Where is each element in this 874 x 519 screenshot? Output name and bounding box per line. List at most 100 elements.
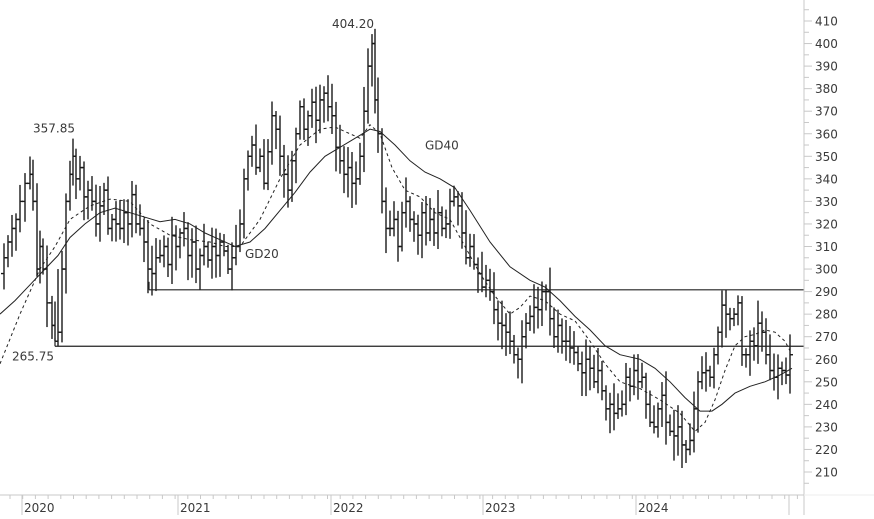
ohlc-bar xyxy=(30,159,36,211)
x-tick-label: 2021 xyxy=(180,501,211,515)
ohlc-bar xyxy=(707,365,713,387)
y-tick-label: 360 xyxy=(815,127,838,141)
y-tick-label: 350 xyxy=(815,150,838,164)
ohlc-bar xyxy=(631,354,637,396)
ohlc-bar xyxy=(93,184,99,237)
ohlc-bar xyxy=(663,371,669,445)
ohlc-bar xyxy=(73,148,79,200)
ohlc-bar xyxy=(523,313,529,349)
ohlc-bar xyxy=(333,101,339,172)
y-tick-label: 380 xyxy=(815,82,838,96)
ohlc-bar xyxy=(495,300,501,341)
ohlc-bar xyxy=(655,402,661,438)
ohlc-bar xyxy=(599,360,605,401)
ohlc-bar xyxy=(651,405,657,434)
ohlc-bar xyxy=(145,220,151,294)
ohlc-bar xyxy=(387,210,393,237)
ohlc-bar xyxy=(85,180,91,220)
ohlc-bar xyxy=(695,371,701,433)
annotation-low: 265.75 xyxy=(12,349,54,363)
ohlc-bar xyxy=(37,230,43,284)
annotation-ma-label: GD20 xyxy=(245,247,279,261)
ohlc-bar xyxy=(771,353,777,391)
ohlc-bar xyxy=(34,183,40,277)
ohlc-bar xyxy=(639,362,645,389)
ohlc-bar xyxy=(731,307,737,327)
ohlc-bar xyxy=(205,241,211,268)
y-tick-label: 220 xyxy=(815,443,838,457)
ohlc-bar xyxy=(467,233,473,267)
y-tick-label: 260 xyxy=(815,353,838,367)
ohlc-bar xyxy=(579,351,585,397)
ohlc-bar xyxy=(129,180,135,238)
x-tick-label: 2023 xyxy=(485,501,516,515)
ohlc-bar xyxy=(615,393,621,419)
ohlc-bar xyxy=(313,86,319,144)
ohlc-bar xyxy=(531,284,537,334)
ohlc-bar xyxy=(169,216,175,285)
ohlc-bar xyxy=(711,347,717,389)
ohlc-bar xyxy=(173,225,179,271)
ohlc-bar xyxy=(379,128,385,214)
ohlc-bar xyxy=(747,330,753,376)
ohlc-bar xyxy=(197,248,203,290)
ohlc-bar xyxy=(547,267,553,336)
ohlc-bar xyxy=(719,290,725,348)
ohlc-bar xyxy=(559,318,565,354)
ohlc-bar xyxy=(503,313,509,356)
ohlc-bar xyxy=(755,300,761,364)
y-tick-label: 400 xyxy=(815,37,838,51)
ohlc-bar xyxy=(141,218,147,263)
ohlc-bar xyxy=(683,440,689,463)
ohlc-bar xyxy=(309,88,315,128)
ohlc-bar xyxy=(487,268,493,301)
ohlc-bar xyxy=(375,77,381,153)
ohlc-bar xyxy=(383,187,389,254)
ohlc-bar xyxy=(435,190,441,250)
ohlc-bar xyxy=(357,142,363,185)
ohlc-bar xyxy=(751,327,757,361)
ohlc-bar xyxy=(189,228,195,278)
ohlc-bar xyxy=(519,320,525,384)
ohlc-bar xyxy=(273,111,279,150)
ohlc-bar xyxy=(439,206,445,237)
ohlc-bar xyxy=(329,83,335,134)
ohlc-bar xyxy=(121,199,127,244)
ohlc-bar xyxy=(659,382,665,427)
ohlc-bar xyxy=(539,281,545,327)
y-tick-label: 320 xyxy=(815,217,838,231)
ohlc-bar xyxy=(5,235,11,268)
y-tick-label: 240 xyxy=(815,398,838,412)
y-tick-label: 290 xyxy=(815,285,838,299)
ohlc-bar xyxy=(261,139,267,190)
ohlc-bar xyxy=(52,301,58,342)
y-tick-label: 390 xyxy=(815,60,838,74)
ohlc-bar xyxy=(109,213,115,242)
y-tick-label: 280 xyxy=(815,308,838,322)
ohlc-bar xyxy=(325,75,331,122)
ohlc-bar xyxy=(365,48,371,124)
ohlc-bar xyxy=(55,269,61,347)
moving-averages xyxy=(0,123,793,433)
ohlc-bar xyxy=(161,235,167,268)
ohlc-bar xyxy=(643,372,649,419)
ohlc-bar xyxy=(317,84,323,134)
annotation-high: 404.20 xyxy=(332,17,374,31)
ohlc-bar xyxy=(591,354,597,389)
ohlc-bar xyxy=(22,173,28,222)
ohlc-bar xyxy=(527,305,533,331)
ohlc-bar xyxy=(181,212,187,247)
ohlc-bar xyxy=(285,155,291,208)
ohlc-bar xyxy=(301,98,307,140)
ohlc-bar xyxy=(459,192,465,249)
ohlc-bar xyxy=(193,225,199,284)
ohlc-bar xyxy=(395,210,401,262)
ohlc-bar xyxy=(583,339,589,397)
ohlc-bar xyxy=(149,245,155,296)
ohlc-bar xyxy=(667,414,673,436)
ohlc-bar xyxy=(165,237,171,278)
x-tick-label: 2020 xyxy=(24,501,55,515)
x-tick-label: 2022 xyxy=(333,501,364,515)
ohlc-bar xyxy=(49,295,55,339)
